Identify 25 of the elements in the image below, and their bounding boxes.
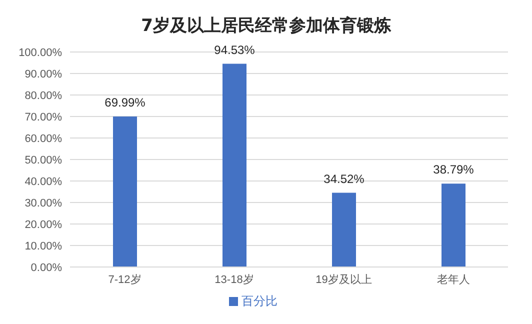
x-tick-label: 13-18岁 (214, 274, 254, 286)
data-label: 38.79% (433, 162, 474, 177)
y-tick-label: 90.00% (24, 68, 62, 80)
y-tick-label: 80.00% (24, 90, 62, 102)
bar (332, 192, 356, 267)
x-tick-label: 7-12岁 (108, 274, 142, 286)
y-tick-label: 60.00% (24, 132, 62, 145)
y-tick-label: 50.00% (24, 154, 62, 166)
y-tick-label: 40.00% (24, 176, 62, 188)
y-tick-label: 30.00% (24, 197, 62, 210)
y-tick-label: 100.00% (18, 46, 62, 59)
data-label: 34.52% (324, 172, 365, 186)
chart-title: 7岁及以上居民经常参加体育锻炼 (140, 15, 392, 38)
data-label: 94.53% (214, 42, 256, 57)
y-tick-label: 20.00% (24, 218, 62, 231)
y-tick-label: 0.00% (30, 262, 62, 274)
bar (442, 184, 466, 267)
x-tick-label: 老年人 (436, 272, 470, 286)
bar (113, 116, 137, 267)
x-tick-label: 19岁及以上 (316, 272, 372, 286)
legend-label: 百分比 (242, 294, 278, 308)
data-label: 69.99% (104, 96, 146, 110)
bar (222, 64, 246, 267)
y-tick-label: 10.00% (24, 240, 62, 252)
y-tick-label: 70.00% (24, 111, 62, 124)
